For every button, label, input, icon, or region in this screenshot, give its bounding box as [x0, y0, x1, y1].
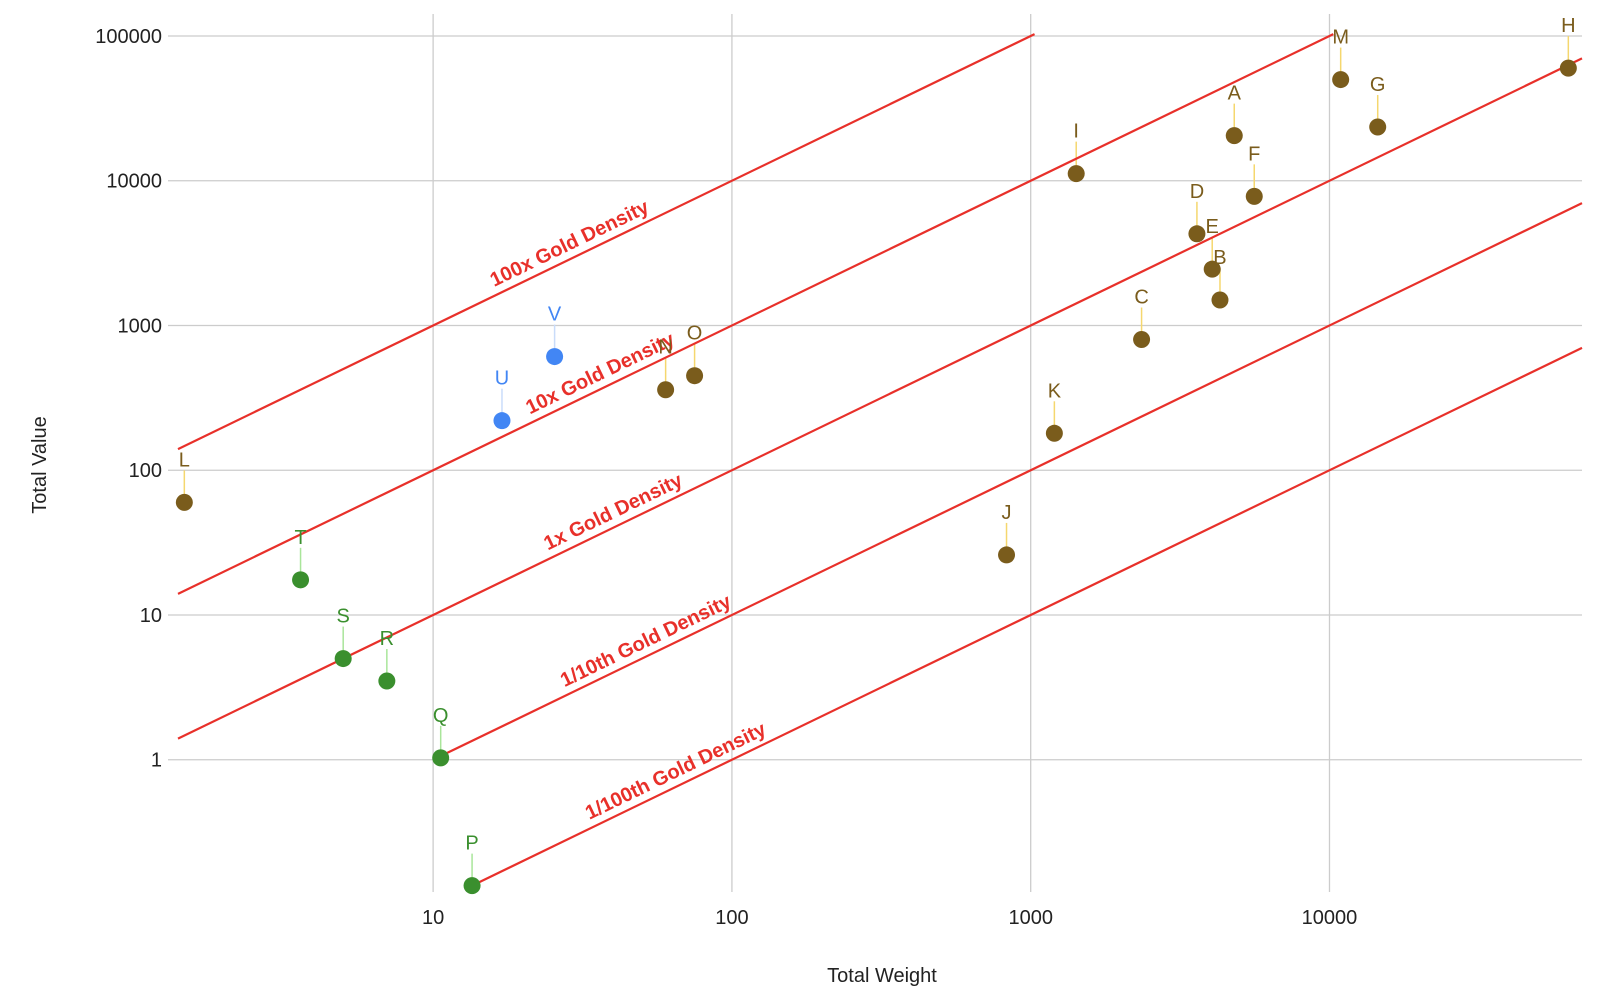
- data-point: [378, 672, 396, 690]
- y-tick-label: 1: [151, 750, 162, 772]
- label-layer: A B C DE F G H I J K L M NO P Q R S T U V: [179, 15, 1576, 855]
- reference-line-label: 100x Gold Density: [487, 196, 653, 292]
- point-label: A: [1228, 83, 1242, 105]
- point-label: S: [337, 606, 350, 628]
- data-point: [1133, 331, 1151, 349]
- data-point: [1203, 260, 1221, 278]
- data-point: [657, 381, 675, 399]
- grid-layer: 10 100 1000 10000 1 10 100 1000 10000 100000: [95, 14, 1582, 929]
- x-axis-title: Total Weight: [827, 965, 937, 987]
- point-layer: [175, 59, 1577, 895]
- point-label: E: [1206, 216, 1219, 238]
- reference-line-label: 10x Gold Density: [522, 328, 678, 419]
- data-point: [1211, 291, 1229, 309]
- point-label: G: [1370, 74, 1386, 96]
- point-label: T: [294, 527, 306, 549]
- reference-line-label: 1/10th Gold Density: [557, 590, 735, 692]
- reference-line: [177, 57, 1583, 740]
- stem-layer: [183, 36, 1570, 878]
- point-label: J: [1002, 502, 1012, 524]
- data-point: [432, 749, 450, 767]
- y-axis-title: Total Value: [29, 416, 51, 513]
- point-label: B: [1213, 247, 1226, 269]
- data-point: [1245, 187, 1263, 205]
- data-point: [998, 546, 1016, 564]
- point-label: C: [1134, 287, 1148, 309]
- reference-line-label: 1x Gold Density: [540, 469, 686, 555]
- reference-line: [476, 346, 1583, 885]
- point-label: M: [1332, 27, 1349, 49]
- x-tick-label: 10000: [1302, 907, 1358, 929]
- y-tick-label: 100000: [95, 26, 162, 48]
- point-label: R: [380, 628, 394, 650]
- point-label: P: [465, 833, 478, 855]
- y-tick-label: 10000: [106, 171, 162, 193]
- data-point: [1067, 165, 1085, 183]
- data-point: [1559, 59, 1577, 77]
- point-label: K: [1048, 380, 1062, 402]
- point-label: D: [1190, 181, 1204, 203]
- data-point: [334, 650, 352, 668]
- point-label: I: [1073, 121, 1079, 143]
- y-tick-label: 10: [140, 605, 162, 627]
- reference-line: [177, 33, 1036, 451]
- data-point: [1332, 71, 1350, 89]
- data-point: [493, 412, 511, 430]
- data-point: [1225, 127, 1243, 145]
- data-point: [292, 571, 310, 589]
- point-label: N: [658, 337, 672, 359]
- data-point: [1369, 118, 1387, 136]
- point-label: V: [548, 304, 562, 326]
- point-label: H: [1561, 15, 1575, 37]
- point-label: F: [1248, 143, 1260, 165]
- point-label: L: [179, 449, 190, 471]
- data-point: [686, 367, 704, 385]
- point-label: U: [495, 368, 509, 390]
- x-tick-label: 10: [422, 907, 444, 929]
- data-point: [463, 877, 481, 895]
- y-tick-label: 100: [129, 460, 162, 482]
- y-tick-label: 1000: [118, 315, 163, 337]
- reference-line-layer: 100x Gold Density 10x Gold Density 1x Gold…: [177, 33, 1583, 885]
- x-tick-label: 100: [715, 907, 748, 929]
- point-label: O: [687, 323, 703, 345]
- x-tick-label: 1000: [1008, 907, 1053, 929]
- data-point: [175, 493, 193, 511]
- point-label: Q: [433, 705, 449, 727]
- data-point: [1045, 424, 1063, 442]
- reference-line-label: 1/100th Gold Density: [582, 718, 770, 824]
- data-point: [1188, 225, 1206, 243]
- data-point: [546, 348, 564, 366]
- reference-line: [438, 202, 1583, 758]
- reference-line: [177, 33, 1334, 595]
